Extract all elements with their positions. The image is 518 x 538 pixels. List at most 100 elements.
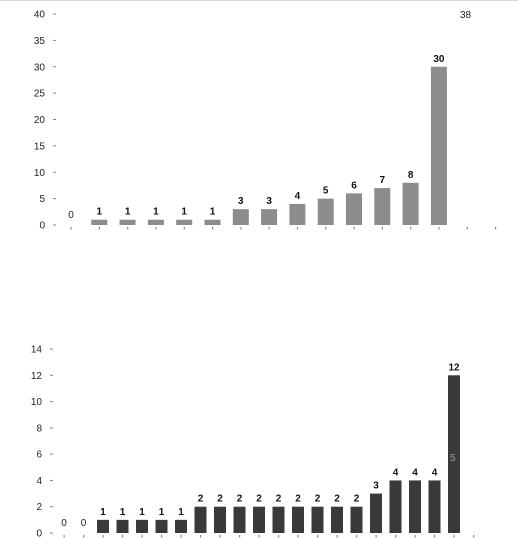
top-x-tick-mark (70, 227, 72, 230)
top-y-tick-label: 10 (34, 168, 46, 179)
bottom-bar (331, 506, 343, 533)
bottom-x-tick-mark (63, 535, 65, 538)
top-y-tick-label: 20 (34, 115, 46, 126)
top-x-tick-mark (381, 227, 383, 230)
bottom-data-label: 4 (432, 467, 438, 478)
bottom-bar (155, 519, 168, 533)
bottom-data-label: 2 (276, 494, 282, 505)
bottom-x-tick-mark (297, 535, 299, 538)
bottom-bar (214, 506, 226, 533)
bottom-y-tick-label: 10 (31, 397, 43, 408)
bottom-x-tick-mark (83, 535, 85, 538)
bottom-x-tick-mark (200, 535, 202, 538)
top-x-tick-mark (183, 227, 185, 230)
top-y-tick-label: 0 (39, 221, 45, 232)
bottom-x-tick-mark (414, 535, 416, 538)
bottom-x-tick-mark (453, 535, 455, 538)
top-data-label: 8 (408, 170, 414, 181)
bottom-data-label: 0 (81, 518, 87, 529)
top-x-tick-mark (325, 227, 327, 230)
bottom-x-tick-mark (473, 535, 475, 538)
top-data-label: 1 (181, 207, 187, 218)
bottom-y-tick-label: 14 (31, 345, 43, 356)
top-data-label: 0 (68, 210, 74, 221)
top-y-tick-label: 35 (34, 36, 46, 47)
bottom-bar (233, 506, 246, 533)
bottom-data-label: 12 (448, 362, 460, 373)
top-data-label: 30 (433, 54, 445, 65)
top-x-tick-mark (438, 227, 440, 230)
bottom-data-label: 4 (393, 467, 399, 478)
top-x-tick-mark (268, 227, 270, 230)
bottom-bar (409, 480, 421, 533)
bottom-data-label: 4 (412, 467, 418, 478)
top-data-label: 1 (153, 207, 159, 218)
top-bar (204, 219, 221, 225)
bottom-data-label: 2 (315, 494, 321, 505)
top-bar (147, 219, 164, 225)
bottom-data-label: 2 (354, 494, 360, 505)
bottom-x-tick-mark (258, 535, 260, 538)
bottom-bar (292, 506, 304, 533)
bottom-x-tick-mark (317, 535, 319, 538)
bottom-x-tick-mark (278, 535, 280, 538)
bottom-x-tick-mark (161, 535, 163, 538)
top-x-tick-mark (410, 227, 412, 230)
bottom-y-tick-label: 6 (36, 450, 42, 461)
bottom-y-tick-label: 2 (36, 502, 42, 513)
top-y-tick-label: 25 (34, 89, 46, 100)
bottom-x-tick-mark (180, 535, 182, 538)
top-data-label: 3 (266, 196, 272, 207)
bottom-x-tick-mark (375, 535, 377, 538)
bottom-x-tick-mark (356, 535, 358, 538)
bottom-bar (253, 506, 265, 533)
top-y-tick-label: 40 (34, 10, 46, 21)
bottom-data-label: 3 (373, 481, 379, 492)
bottom-data-label: 1 (139, 507, 145, 518)
top-bar (289, 203, 306, 225)
bottom-bar (194, 506, 207, 533)
top-x-tick-mark (466, 227, 468, 230)
top-data-label: 1 (210, 207, 216, 218)
top-bar (317, 198, 334, 225)
top-y-tick-label: 30 (34, 62, 46, 73)
top-bar (232, 209, 249, 225)
top-x-ticks (70, 227, 497, 230)
top-data-labels: 0 1 1 1 1 1 3 3 4 5 6 7 8 30 (68, 54, 445, 221)
bottom-bars (97, 375, 460, 533)
top-data-label: 1 (97, 207, 103, 218)
top-bar (402, 182, 419, 225)
top-bar (91, 219, 108, 225)
top-y-tick-label: 5 (39, 194, 45, 205)
bottom-x-tick-mark (102, 535, 104, 538)
top-x-tick-mark (296, 227, 299, 230)
top-x-tick-mark (495, 227, 497, 230)
bottom-data-label: 1 (178, 507, 184, 518)
top-x-tick-mark (240, 227, 242, 230)
top-data-label: 3 (238, 196, 244, 207)
top-bar (176, 219, 193, 225)
bottom-x-tick-mark (122, 535, 124, 538)
top-data-label: 1 (125, 207, 131, 218)
bottom-x-tick-mark (219, 535, 221, 538)
top-data-label: 4 (295, 191, 301, 202)
bottom-data-label: 2 (237, 494, 243, 505)
bottom-data-labels: 0 01 1 1 1 12 2 2 2 2 2 2 2 234 4 412 (61, 362, 460, 529)
top-bar (430, 66, 447, 225)
top-bar (119, 219, 136, 225)
bottom-side-note: 5 (450, 453, 456, 464)
bottom-bar (136, 519, 148, 533)
bottom-x-tick-mark (141, 535, 143, 538)
top-data-label: 7 (380, 175, 386, 186)
top-x-tick-mark (353, 227, 355, 230)
top-bars (91, 66, 447, 225)
top-bar (261, 209, 278, 225)
bottom-data-label: 2 (334, 494, 340, 505)
bottom-y-axis: 0 2 4 6 8 10 12 14 (31, 345, 53, 538)
top-x-tick-mark (98, 227, 100, 230)
bottom-data-label: 2 (295, 494, 301, 505)
bottom-x-tick-mark (336, 535, 338, 538)
top-y-tick-label: 15 (34, 141, 46, 152)
bottom-bar (448, 375, 460, 533)
